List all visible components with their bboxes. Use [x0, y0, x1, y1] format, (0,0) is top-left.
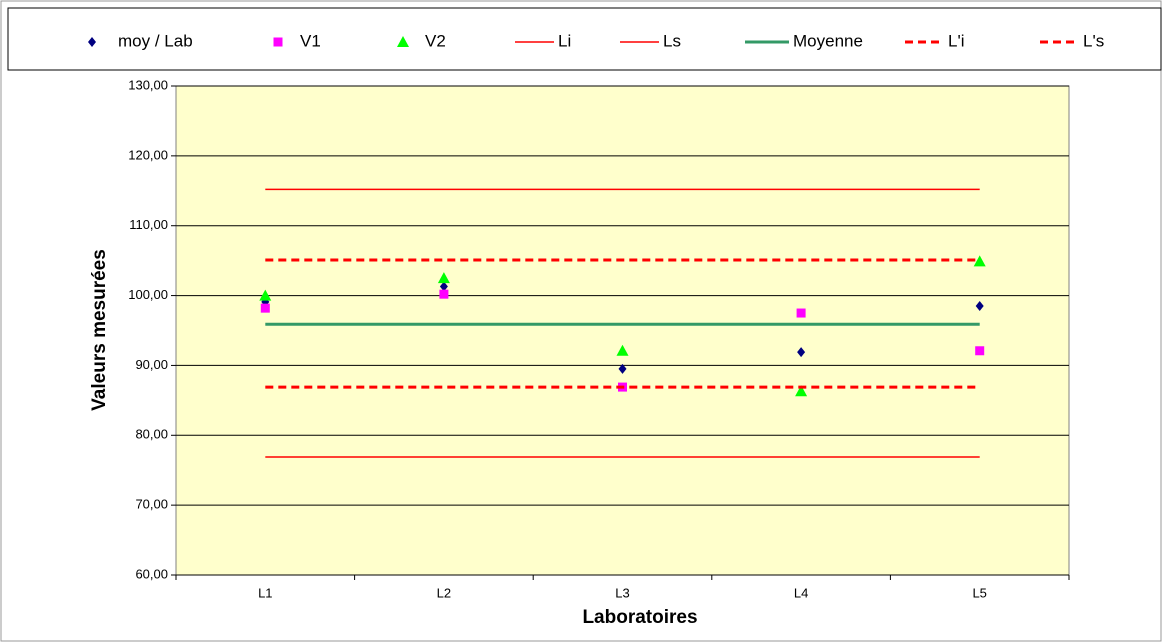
legend-label: Ls [663, 31, 681, 50]
y-tick-label: 120,00 [128, 147, 168, 162]
square-marker [796, 308, 806, 318]
legend-label: moy / Lab [118, 31, 193, 50]
square-marker [260, 303, 270, 313]
triangle-marker [259, 289, 272, 301]
triangle-marker [437, 272, 450, 284]
plot-area [175, 85, 1070, 576]
x-axis-title: Laboratoires [582, 607, 697, 628]
x-tick-label: L2 [437, 585, 451, 600]
square-marker [273, 37, 283, 47]
y-tick-label: 110,00 [129, 217, 168, 232]
y-axis-title: Valeurs mesurées [89, 249, 110, 411]
legend-label: Moyenne [793, 31, 863, 50]
legend-label: V2 [425, 31, 446, 50]
x-tick-label: L1 [258, 585, 272, 600]
diamond-marker [797, 347, 806, 358]
x-tick-label: L3 [615, 585, 629, 600]
triangle-marker [397, 36, 409, 47]
diamond-marker [618, 363, 627, 374]
triangle-marker [795, 385, 808, 397]
triangle-marker [616, 344, 629, 356]
diamond-marker [975, 301, 984, 312]
x-tick-label: L4 [794, 585, 808, 600]
diamond-marker [88, 37, 96, 47]
y-tick-label: 80,00 [135, 427, 168, 442]
y-tick-label: 60,00 [135, 566, 168, 581]
diamond-marker [439, 281, 448, 292]
legend-label: L'i [948, 31, 964, 50]
triangle-marker [973, 255, 986, 267]
y-tick-label: 130,00 [128, 77, 168, 92]
y-tick-label: 100,00 [128, 287, 168, 302]
x-tick-label: L5 [972, 585, 986, 600]
legend-label: L's [1083, 31, 1104, 50]
legend-label: Li [558, 31, 571, 50]
y-tick-label: 70,00 [135, 497, 168, 512]
square-marker [439, 289, 449, 299]
square-marker [975, 346, 985, 356]
legend-label: V1 [300, 31, 321, 50]
y-tick-label: 90,00 [135, 357, 168, 372]
legend-box [7, 7, 1162, 71]
